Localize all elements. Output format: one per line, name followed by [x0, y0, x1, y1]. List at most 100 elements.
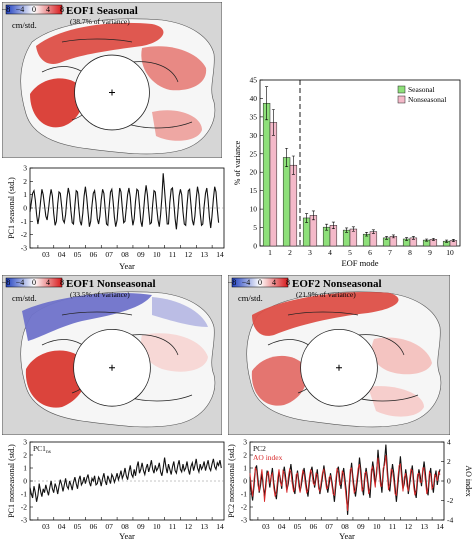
y-tick-label: 0 — [23, 477, 27, 486]
error-bar — [425, 238, 429, 242]
x-tick-label: 2 — [288, 248, 292, 257]
x-tick-label: 09 — [137, 522, 145, 531]
y-tick-label: 2 — [23, 177, 27, 186]
map-contour — [287, 311, 359, 316]
error-bar — [365, 232, 369, 237]
colorbar-tick: 0 — [32, 278, 36, 287]
map-contour — [357, 334, 405, 356]
bar — [369, 231, 378, 247]
legend-swatch — [397, 95, 406, 104]
error-bar — [271, 109, 275, 136]
legend-label: PC1ns — [33, 444, 51, 455]
y-tick-label: 25 — [250, 149, 258, 158]
x-axis-label: Year — [119, 531, 135, 540]
error-bar — [285, 147, 289, 167]
map-anomaly-region — [30, 78, 84, 128]
x-axis-label: EOF mode — [341, 258, 378, 268]
y-tick-label: 45 — [250, 76, 258, 85]
x-tick-label: 06 — [90, 250, 98, 259]
x-tick-label: 3 — [308, 248, 312, 257]
x-tick-label: 09 — [137, 250, 145, 259]
colorbar-tick: 4 — [272, 278, 276, 287]
north-pole-marker — [336, 364, 342, 371]
y-tick-label: 40 — [250, 94, 258, 103]
x-tick-label: 12 — [185, 250, 193, 259]
y-tick-label: -3 — [21, 516, 27, 525]
x-axis-label: Year — [119, 261, 135, 270]
error-bar — [325, 223, 329, 231]
x-tick-label: 04 — [58, 522, 66, 531]
series-line — [29, 457, 222, 502]
map-title: EOF1 Nonseasonal — [66, 278, 156, 290]
legend-swatch — [397, 85, 406, 94]
colorbar-unit: cm/std. — [238, 293, 263, 303]
series-line — [249, 444, 441, 515]
y-tick-label: 0 — [23, 204, 27, 213]
map-anomaly-region — [36, 22, 164, 65]
y-axis-label: PC1 nonseasonal (std.) — [7, 444, 16, 518]
colorbar-tick: −4 — [242, 278, 251, 287]
x-tick-label: 06 — [310, 522, 318, 531]
map-subtitle: (21.9% of variance) — [296, 290, 356, 299]
colorbar-tick: −4 — [16, 278, 25, 287]
error-bar — [291, 155, 295, 175]
y-tick-label: 10 — [250, 205, 258, 214]
x-tick-label: 8 — [408, 248, 412, 257]
map-anomaly-region — [141, 46, 207, 91]
colorbar — [5, 4, 63, 15]
map-contour — [61, 311, 133, 316]
y-tick-label: 2 — [23, 451, 27, 460]
x-tick-label: 13 — [200, 250, 208, 259]
y-axis-right-label: AO index — [464, 465, 473, 496]
bar — [269, 122, 278, 247]
x-tick-label: 6 — [368, 248, 372, 257]
y-tick-label: 0 — [243, 477, 247, 486]
colorbar — [231, 277, 289, 288]
x-tick-label: 13 — [420, 522, 428, 531]
x-tick-label: 04 — [278, 522, 286, 531]
error-bar — [371, 229, 375, 234]
x-tick-label: 08 — [341, 522, 349, 531]
bar — [349, 228, 358, 247]
x-tick-label: 05 — [74, 250, 82, 259]
y-tick-label: 20 — [250, 168, 258, 177]
x-tick-label: 11 — [389, 522, 396, 531]
y-tick-label: -1 — [21, 217, 27, 226]
x-tick-label: 11 — [169, 522, 176, 531]
x-tick-label: 10 — [153, 522, 161, 531]
colorbar-tick: −4 — [16, 5, 25, 14]
colorbar-tick: 4 — [46, 278, 50, 287]
legend-subscript: ns — [46, 449, 51, 455]
map-anomaly-region — [140, 333, 208, 372]
legend-label: AO index — [253, 453, 283, 462]
y-right-tick-label: 0 — [447, 477, 451, 486]
north-pole-marker — [109, 89, 115, 96]
x-tick-label: 10 — [446, 248, 454, 257]
x-tick-label: 10 — [153, 250, 161, 259]
colorbar-tick: 8 — [60, 278, 64, 287]
map-anomaly-region — [25, 350, 87, 408]
x-tick-label: 08 — [121, 250, 129, 259]
colorbar — [5, 277, 63, 288]
x-tick-label: 5 — [348, 248, 352, 257]
colorbar-tick: 0 — [258, 278, 262, 287]
eof1-nonseasonal-map: −8 −4 0 4 8 cm/std. EOF1 Nonseasonal(33.5% of … — [2, 275, 222, 435]
error-bar — [411, 236, 415, 240]
y-axis-label: PC2 nonseasonal (std.) — [228, 444, 236, 518]
legend-label: Seasonal — [408, 85, 435, 94]
x-tick-label: 03 — [42, 522, 50, 531]
bar — [262, 102, 271, 247]
map-anomaly-region — [252, 291, 399, 336]
colorbar-unit: cm/std. — [12, 20, 37, 30]
eof1-seasonal-map: −8 −4 0 4 8 cm/std. EOF1 Seasonal(38.7% of var… — [2, 2, 222, 158]
error-bar — [345, 227, 349, 233]
bar — [289, 164, 298, 247]
north-pole-marker — [109, 364, 115, 371]
x-tick-label: 14 — [216, 522, 224, 531]
colorbar-tick: 0 — [32, 5, 36, 14]
y-tick-label: 3 — [23, 164, 27, 173]
error-bar — [385, 236, 389, 240]
colorbar-tick: −8 — [228, 278, 236, 287]
